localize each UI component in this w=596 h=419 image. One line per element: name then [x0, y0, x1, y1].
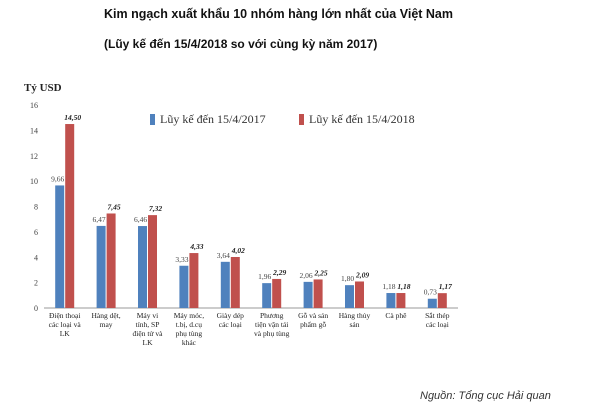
bar-2018: [148, 215, 157, 308]
bar-2017: [345, 285, 354, 308]
data-label: 7,32: [149, 204, 162, 213]
data-label: 1,80: [341, 274, 354, 283]
data-label: 0,73: [424, 288, 437, 297]
bar-2018: [65, 124, 75, 308]
category-label: Phương tiện vận tải và phụ tùng: [254, 311, 290, 338]
data-label: 7,45: [108, 202, 121, 211]
data-label: 3,64: [217, 251, 230, 260]
y-tick-label: 12: [30, 152, 38, 161]
data-label: 1,18: [397, 282, 410, 291]
y-tick-label: 4: [34, 253, 38, 262]
chart-title: Kim ngạch xuất khẩu 10 nhóm hàng lớn nhấ…: [104, 7, 453, 21]
y-tick-label: 16: [30, 101, 38, 110]
category-label: Máy vi tính, SP điện tử và LK: [133, 311, 164, 347]
category-label: Hàng dệt, may: [92, 311, 121, 329]
bar-2017: [262, 283, 272, 308]
data-label: 6,46: [134, 215, 147, 224]
data-label: 1,17: [439, 282, 452, 291]
bar-2017: [427, 298, 437, 308]
y-tick-label: 0: [34, 304, 38, 313]
data-label: 1,18: [382, 282, 395, 291]
category-label: Máy móc, t.bị, d.cụ phụ tùng khác: [174, 311, 205, 347]
y-tick-label: 6: [34, 228, 38, 237]
y-tick-label: 10: [30, 177, 38, 186]
bar-2017: [220, 261, 230, 308]
chart-subtitle: (Lũy kế đến 15/4/2018 so với cùng kỳ năm…: [104, 37, 378, 51]
bar-2018: [230, 256, 240, 308]
y-axis-label: Tỷ USD: [24, 82, 62, 94]
bar-2017: [386, 293, 396, 308]
legend-swatch-2017: [150, 114, 155, 125]
category-label: Giày dép các loại: [217, 311, 245, 329]
data-labels: 9,66 14,50 6,477,45 6,467,32 3,334,33 3,644,0…: [51, 113, 452, 297]
bar-2018: [272, 278, 282, 308]
legend-label-2017: Lũy kế đến 15/4/2017: [160, 112, 266, 126]
category-label: Điện thoại các loại và LK: [49, 311, 82, 338]
source-note: Nguồn: Tổng cục Hải quan: [420, 390, 551, 402]
bar-2017: [96, 225, 106, 308]
bar-2017: [55, 185, 65, 308]
data-label: 14,50: [64, 113, 81, 122]
legend: Lũy kế đến 15/4/2017 Lũy kế đến 15/4/2018: [150, 112, 415, 126]
data-label: 2,25: [314, 268, 328, 277]
legend-swatch-2018: [299, 114, 304, 125]
data-label: 4,33: [189, 242, 203, 251]
category-labels: Điện thoại các loại và LK Hàng dệt, may Máy v…: [49, 311, 450, 347]
data-label: 3,33: [175, 255, 188, 264]
bars: [55, 124, 447, 308]
y-tick-label: 8: [34, 203, 38, 212]
data-label: 2,06: [300, 271, 313, 280]
bar-2018: [437, 293, 447, 308]
bar-2018: [106, 213, 116, 308]
bar-2018: [313, 279, 323, 308]
bar-2018: [355, 281, 364, 308]
bar-2017: [138, 226, 147, 308]
data-label: 6,47: [93, 215, 106, 224]
data-label: 9,66: [51, 174, 64, 183]
category-label: Gỗ và sản phẩm gỗ: [298, 311, 328, 329]
data-label: 2,09: [355, 270, 369, 279]
bar-2017: [303, 281, 313, 308]
bar-2017: [179, 265, 189, 308]
data-label: 4,02: [231, 246, 245, 255]
data-label: 2,29: [272, 268, 286, 277]
bar-2018: [189, 253, 199, 308]
data-label: 1,96: [258, 272, 271, 281]
bar-2018: [396, 293, 406, 308]
y-tick-label: 14: [30, 126, 38, 135]
category-label: Sắt thép các loại: [425, 311, 450, 329]
category-label: Cà phê: [385, 311, 407, 320]
category-label: Hàng thủy sản: [339, 311, 371, 329]
legend-label-2018: Lũy kế đến 15/4/2018: [309, 112, 415, 126]
y-tick-label: 2: [34, 279, 38, 288]
